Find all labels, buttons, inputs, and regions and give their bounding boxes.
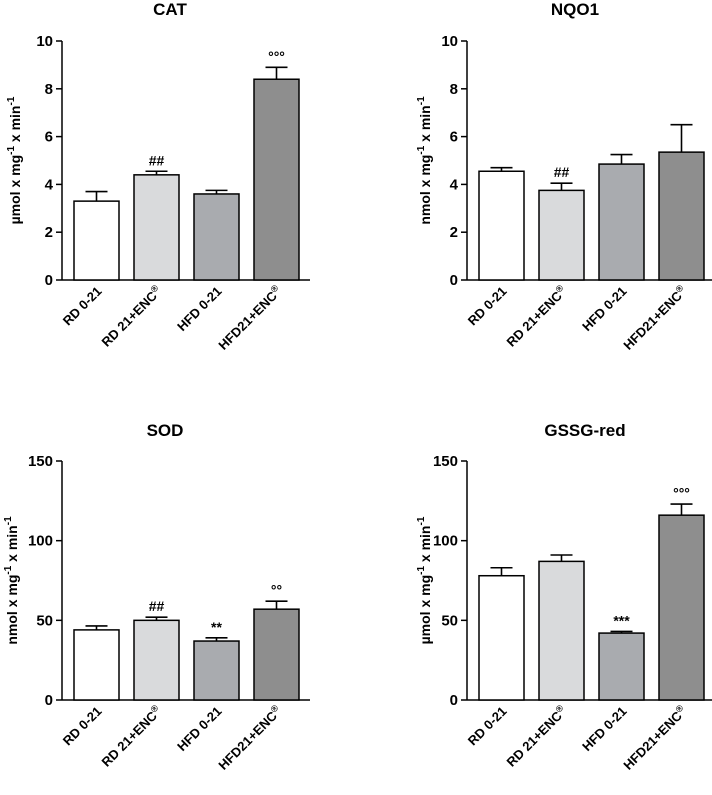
x-tick-label: HFD 0-21 bbox=[174, 704, 224, 754]
y-axis-label-tail: x min bbox=[417, 105, 433, 145]
y-axis-label-sup2: -1 bbox=[6, 96, 17, 105]
y-tick-label: 4 bbox=[450, 176, 459, 193]
significance-marker: °°° bbox=[268, 48, 285, 64]
y-axis-label-base: nmol x mg bbox=[417, 155, 433, 225]
y-axis-label-base: µmol x mg bbox=[417, 575, 433, 645]
y-axis-label-tail: x min bbox=[7, 106, 23, 146]
x-tick-label: RD 0-21 bbox=[465, 284, 510, 329]
bar-rd-21-enc bbox=[538, 560, 585, 701]
x-tick-label: RD 21+ENC® bbox=[98, 703, 165, 770]
chart-title: SOD bbox=[147, 421, 184, 440]
x-tick-label: HFD21+ENC® bbox=[215, 283, 285, 353]
significance-marker: *** bbox=[613, 612, 630, 628]
y-tick-label: 10 bbox=[36, 33, 53, 50]
y-axis-label: nmol x mg-1 x min-1 bbox=[3, 516, 20, 645]
chart-title: NQO1 bbox=[551, 0, 599, 19]
x-tick-label-text: HFD21+ENC bbox=[215, 288, 280, 353]
y-axis-label-sup2: -1 bbox=[416, 516, 427, 525]
bar-hfd-0-21 bbox=[598, 163, 645, 281]
x-tick-label-text: HFD21+ENC bbox=[620, 288, 685, 353]
y-tick-label: 6 bbox=[450, 129, 458, 146]
y-axis-label-sup: -1 bbox=[3, 565, 14, 574]
x-tick-label: RD 0-21 bbox=[60, 704, 105, 749]
x-tick-label-text: RD 21+ENC bbox=[503, 288, 565, 350]
x-tick-label: RD 21+ENC® bbox=[98, 283, 165, 350]
significance-marker: °° bbox=[271, 582, 282, 598]
y-tick-label: 100 bbox=[433, 533, 458, 550]
bar-hfd21-enc bbox=[658, 514, 705, 701]
bar-rd-0-21 bbox=[73, 200, 120, 281]
x-tick-label-text: HFD21+ENC bbox=[215, 708, 280, 773]
y-tick-label: 0 bbox=[450, 692, 458, 709]
x-tick-label-text: HFD21+ENC bbox=[620, 708, 685, 773]
bar-rd-0-21 bbox=[478, 170, 525, 281]
x-tick-label-text: RD 21+ENC bbox=[98, 288, 160, 350]
y-axis-label-tail: x min bbox=[417, 526, 433, 566]
significance-marker: ## bbox=[149, 598, 165, 614]
bar-hfd21-enc bbox=[658, 151, 705, 281]
x-tick-label: HFD 0-21 bbox=[579, 284, 629, 334]
y-axis-label: nmol x mg-1 x min-1 bbox=[416, 96, 433, 225]
y-axis-label-sup2: -1 bbox=[416, 96, 427, 105]
x-tick-label: RD 21+ENC® bbox=[503, 283, 570, 350]
y-axis-label: µmol x mg-1 x min-1 bbox=[6, 96, 23, 224]
y-axis-label-base: nmol x mg bbox=[4, 575, 20, 645]
y-tick-label: 10 bbox=[441, 33, 458, 50]
bar-rd-21-enc bbox=[133, 619, 180, 701]
x-tick-label: HFD21+ENC® bbox=[215, 703, 285, 773]
y-tick-label: 50 bbox=[441, 612, 458, 629]
chart-title: CAT bbox=[153, 0, 187, 19]
bar-rd-0-21 bbox=[73, 629, 120, 701]
y-tick-label: 0 bbox=[45, 272, 53, 289]
x-tick-label: HFD21+ENC® bbox=[620, 703, 690, 773]
x-tick-label: HFD 0-21 bbox=[174, 284, 224, 334]
y-tick-label: 0 bbox=[45, 692, 53, 709]
bar-hfd-0-21 bbox=[193, 193, 240, 281]
y-axis-label-tail: x min bbox=[4, 525, 20, 565]
y-tick-label: 100 bbox=[28, 533, 53, 550]
y-tick-label: 8 bbox=[450, 81, 458, 98]
y-tick-label: 2 bbox=[450, 224, 458, 241]
x-tick-label: RD 21+ENC® bbox=[503, 703, 570, 770]
y-tick-label: 8 bbox=[45, 81, 53, 98]
bar-hfd-0-21 bbox=[193, 640, 240, 701]
x-tick-label-text: RD 21+ENC bbox=[98, 708, 160, 770]
bar-hfd-0-21 bbox=[598, 632, 645, 701]
y-axis-label: µmol x mg-1 x min-1 bbox=[416, 516, 433, 644]
y-tick-label: 6 bbox=[45, 129, 53, 146]
y-tick-label: 150 bbox=[28, 453, 53, 470]
y-axis-label-base: µmol x mg bbox=[7, 155, 23, 225]
bar-hfd21-enc bbox=[253, 608, 300, 701]
y-axis-label-sup2: -1 bbox=[3, 516, 14, 525]
significance-marker: ** bbox=[211, 619, 222, 635]
y-tick-label: 50 bbox=[36, 612, 53, 629]
x-tick-label: RD 0-21 bbox=[60, 284, 105, 329]
y-tick-label: 4 bbox=[45, 176, 54, 193]
y-axis-label-sup: -1 bbox=[6, 146, 17, 155]
bar-rd-0-21 bbox=[478, 574, 525, 701]
x-tick-label: HFD21+ENC® bbox=[620, 283, 690, 353]
y-tick-label: 0 bbox=[450, 272, 458, 289]
chart-title: GSSG-red bbox=[544, 421, 625, 440]
bar-hfd21-enc bbox=[253, 78, 300, 281]
y-tick-label: 150 bbox=[433, 453, 458, 470]
bar-rd-21-enc bbox=[538, 189, 585, 281]
x-tick-label-text: RD 21+ENC bbox=[503, 708, 565, 770]
significance-marker: ## bbox=[149, 152, 165, 168]
x-tick-label: HFD 0-21 bbox=[579, 704, 629, 754]
significance-marker: ## bbox=[554, 164, 570, 180]
y-axis-label-sup: -1 bbox=[416, 145, 427, 154]
bar-rd-21-enc bbox=[133, 174, 180, 281]
y-tick-label: 2 bbox=[45, 224, 53, 241]
significance-marker: °°° bbox=[673, 485, 690, 501]
y-axis-label-sup: -1 bbox=[416, 566, 427, 575]
x-tick-label: RD 0-21 bbox=[465, 704, 510, 749]
